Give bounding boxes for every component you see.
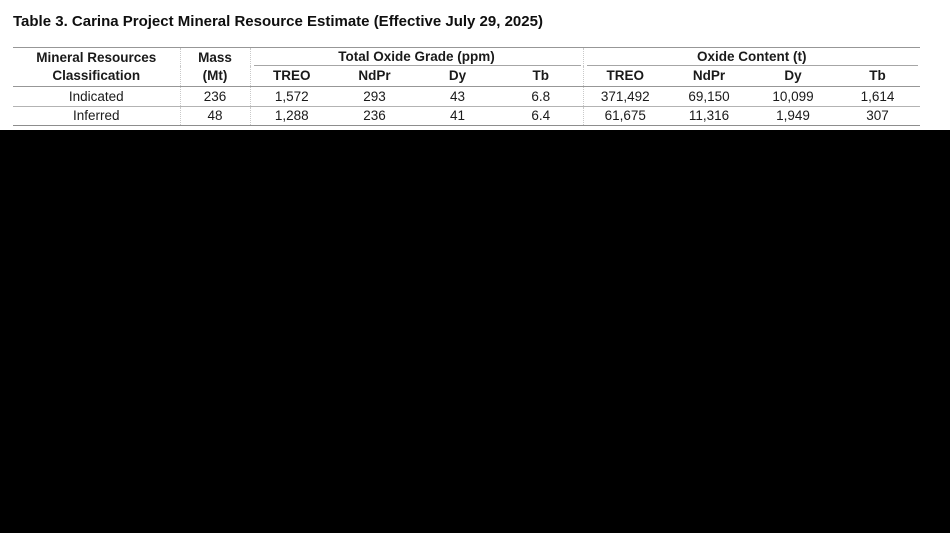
cell-indicated-grade-treo: 1,572	[250, 86, 333, 107]
col-header-content-dy: Dy	[751, 66, 836, 87]
table-row-inferred: Inferred 48 1,288 236 41 6.4 61,675 11,3…	[13, 106, 920, 126]
group-header-row: Mineral Resources Classification Mass (M…	[13, 47, 920, 87]
cell-inferred-content-dy: 1,949	[776, 108, 810, 123]
col-header-grade-tb: Tb	[499, 66, 584, 87]
col-header-mass-line1: Mass	[198, 50, 232, 65]
col-header-mass-line2: (Mt)	[202, 68, 228, 83]
col-header-classification-line2: Classification	[52, 68, 141, 83]
cell-indicated-content-ndpr: 69,150	[667, 86, 752, 107]
cell-inferred-content-treo: 61,675	[604, 108, 646, 123]
group-header-total-oxide-grade: Total Oxide Grade (ppm)	[250, 47, 584, 66]
cell-indicated-content-treo: 371,492	[583, 86, 668, 107]
col-header-classification-line1: Mineral Resources	[36, 50, 157, 65]
document-sheet: Table 3. Carina Project Mineral Resource…	[0, 0, 950, 130]
cell-indicated-grade-tb: 6.8	[499, 86, 584, 107]
col-header-mass: Mass (Mt)	[180, 47, 251, 87]
cell-inferred-grade-treo: 1,288	[274, 108, 309, 123]
cell-inferred-content-tb: 307	[866, 108, 889, 123]
cell-indicated-classification: Indicated	[13, 86, 181, 107]
group-header-oxide-content: Oxide Content (t)	[583, 48, 920, 67]
cell-indicated-grade-ndpr: 293	[333, 86, 416, 107]
cell-indicated-content-tb: 1,614	[835, 86, 921, 107]
col-header-grade-dy: Dy	[416, 66, 499, 87]
col-header-classification: Mineral Resources Classification	[13, 47, 181, 87]
sub-header-row: TREO NdPr Dy Tb TREO NdPr Dy Tb	[13, 66, 921, 87]
cell-inferred-mass: 48	[180, 106, 251, 126]
table-row-indicated: Indicated 236 1,572 293 43 6.8 371,492 6…	[13, 86, 921, 107]
col-header-content-treo: TREO	[583, 66, 668, 87]
cell-inferred-content-ndpr: 11,316	[688, 108, 730, 123]
cell-inferred-grade-dy: 41	[449, 108, 466, 123]
cell-inferred-grade-ndpr: 236	[363, 108, 386, 123]
table-title: Table 3. Carina Project Mineral Resource…	[13, 13, 543, 30]
col-header-content-ndpr: NdPr	[667, 66, 752, 87]
col-header-grade-ndpr: NdPr	[333, 66, 416, 87]
black-background-region	[0, 130, 950, 533]
mineral-resource-table: Mineral Resources Classification Mass (M…	[13, 47, 921, 126]
cell-inferred-classification: Inferred	[13, 106, 181, 126]
cell-indicated-content-dy: 10,099	[751, 86, 836, 107]
cell-indicated-grade-dy: 43	[416, 86, 499, 107]
col-header-content-tb: Tb	[835, 66, 921, 87]
col-header-grade-treo: TREO	[250, 66, 333, 87]
cell-indicated-mass: 236	[180, 86, 251, 107]
cell-inferred-grade-tb: 6.4	[499, 106, 584, 126]
